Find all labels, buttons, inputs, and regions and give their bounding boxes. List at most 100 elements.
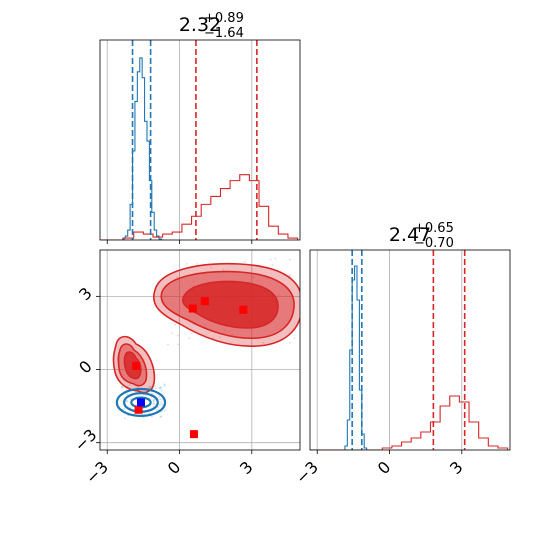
scatter-point-red (191, 332, 193, 335)
scatter-point-blue (160, 401, 162, 404)
scatter-point-red (222, 269, 225, 271)
scatter-point-red (192, 280, 195, 283)
scatter-point-blue (163, 384, 166, 387)
panel-joint: −3 0 3 −3 0 3 (70, 249, 301, 488)
panel-top-marginal: 2.32 +0.89 −1.64 (99, 11, 301, 244)
scatter-point-red (252, 276, 255, 279)
right-x-tick-label-2: 3 (446, 457, 467, 478)
top-title-value: 2.32 (179, 14, 221, 36)
right-histograms (310, 265, 509, 450)
right-title-plus: +0.65 (414, 221, 454, 236)
scatter-point-red (167, 343, 169, 346)
scatter-point-blue (163, 383, 166, 386)
scatter-point-red (274, 257, 277, 260)
scatter-point-red (212, 337, 215, 340)
scatter-point-blue (159, 416, 162, 418)
scatter-point-blue (161, 403, 164, 406)
right-frame (309, 249, 511, 451)
top-histograms (100, 57, 299, 240)
panel-right-marginal: −3 0 3 2.47 +0.65 −0.70 (292, 221, 511, 488)
red-marker-4 (239, 305, 248, 314)
scatter-point-red (192, 284, 195, 287)
top-blue-hist (120, 57, 164, 240)
scatter-point-blue (153, 398, 156, 401)
right-title-minus: −0.70 (414, 236, 454, 251)
scatter-point-blue (152, 402, 155, 405)
scatter-point-red (177, 343, 180, 346)
scatter-point-red (277, 294, 280, 297)
scatter-point-red (271, 263, 274, 266)
right-blue-hist (342, 265, 370, 450)
scatter-point-blue (129, 398, 132, 400)
joint-markers (132, 297, 248, 439)
right-grid (316, 250, 463, 450)
scatter-point-blue (129, 406, 132, 409)
scatter-point-blue (121, 386, 124, 389)
scatter-point-blue (128, 384, 131, 387)
top-red-hist (100, 174, 299, 240)
blue-marker-0 (136, 398, 145, 407)
scatter-point-red (210, 266, 213, 269)
right-title-value: 2.47 (389, 224, 431, 246)
scatter-point-blue (152, 400, 155, 403)
scatter-point-red (269, 258, 272, 261)
scatter-point-red (231, 333, 234, 336)
scatter-point-red (288, 258, 291, 261)
scatter-point-red (203, 323, 206, 326)
scatter-point-blue (155, 387, 158, 390)
scatter-point-blue (159, 386, 161, 389)
scatter-point-red (257, 279, 259, 282)
scatter-point-blue (159, 387, 161, 390)
scatter-point-blue (125, 400, 128, 403)
scatter-point-red (223, 329, 226, 332)
scatter-point-red (176, 334, 179, 337)
scatter-point-red (293, 337, 296, 340)
scatter-point-blue (158, 395, 161, 398)
joint-y-tick-label-0: −3 (70, 425, 100, 455)
joint-x-tick-label-0: −3 (82, 457, 112, 487)
right-title: 2.47 (389, 224, 431, 246)
red-marker-5 (189, 430, 198, 439)
scatter-point-red (265, 277, 268, 279)
scatter-point-blue (126, 393, 129, 396)
right-red-hist (310, 395, 509, 450)
scatter-point-blue (124, 417, 126, 420)
joint-y-tick-label-1: 0 (75, 357, 96, 378)
scatter-point-blue (159, 398, 162, 401)
top-grid (106, 40, 253, 240)
joint-grid (100, 250, 300, 450)
top-title-plus: +0.89 (204, 11, 244, 26)
red-marker-1 (134, 405, 143, 414)
top-title: 2.32 (179, 14, 221, 36)
scatter-point-blue (123, 408, 126, 410)
scatter-point-red (243, 261, 246, 263)
joint-x-axis: −3 0 3 (82, 450, 257, 488)
scatter-point-red (171, 332, 174, 335)
right-x-tick-label-1: 0 (374, 457, 395, 478)
joint-frame (99, 249, 301, 451)
scatter-point-red (186, 262, 188, 265)
scatter-point-red (262, 341, 265, 344)
right-x-tick-label-0: −3 (292, 457, 322, 487)
scatter-point-red (176, 276, 178, 279)
right-quantile-lines (351, 250, 466, 450)
top-frame (99, 39, 301, 241)
scatter-point-blue (159, 403, 161, 406)
scatter-point-blue (151, 415, 153, 418)
scatter-point-red (289, 273, 292, 276)
scatter-point-red (188, 337, 191, 340)
scatter-point-red (174, 324, 177, 326)
joint-x-tick-label-2: 3 (236, 457, 257, 478)
joint-y-tick-label-2: 3 (75, 284, 96, 305)
scatter-point-blue (163, 409, 166, 412)
top-title-minus: −1.64 (204, 26, 244, 41)
scatter-point-blue (161, 398, 164, 401)
right-x-axis: −3 0 3 (292, 450, 467, 488)
top-x-tickmarks (106, 240, 253, 244)
joint-x-tick-label-1: 0 (164, 457, 185, 478)
scatter-point-blue (160, 389, 163, 392)
red-contour-big (153, 262, 300, 347)
scatter-point-blue (148, 385, 151, 388)
red-marker-2 (188, 304, 197, 313)
